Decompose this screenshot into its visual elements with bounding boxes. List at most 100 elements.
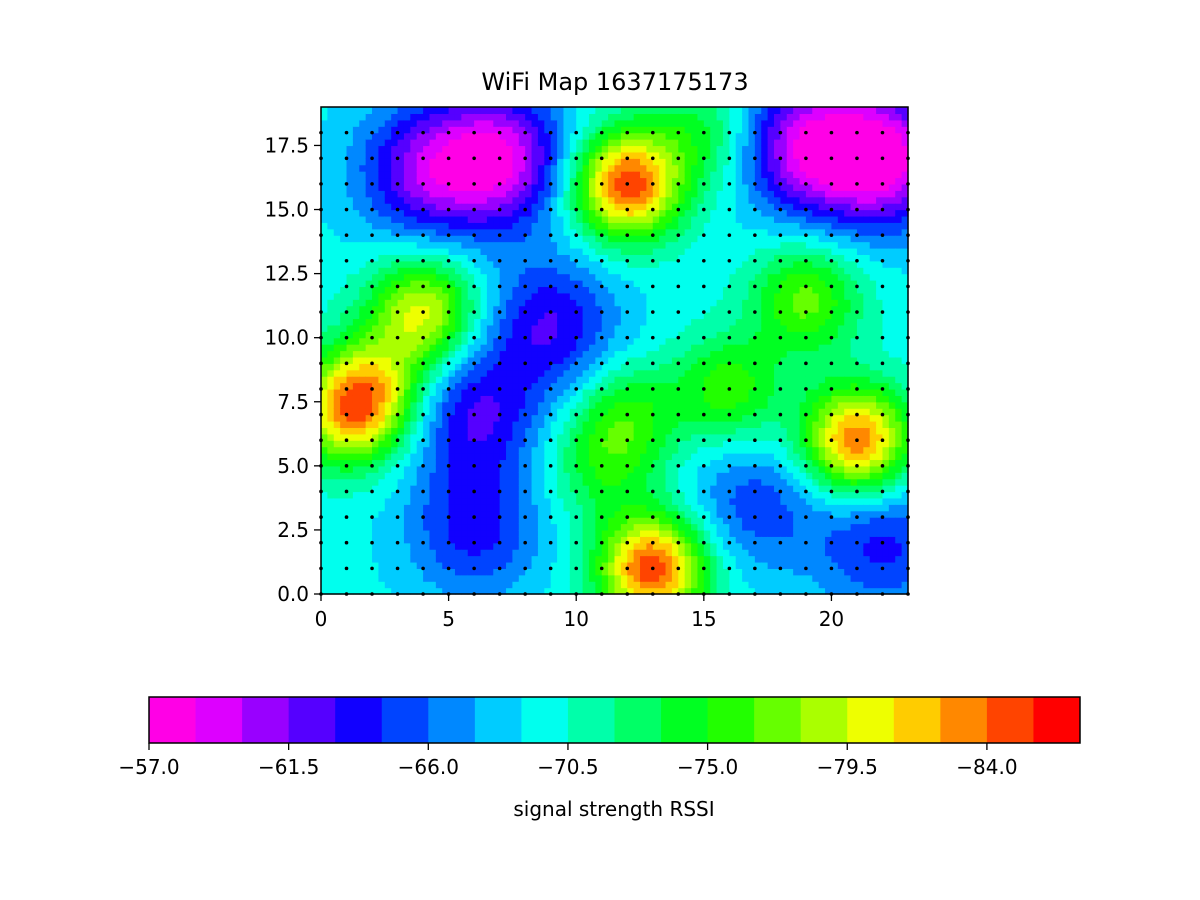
heatmap-cell (397, 453, 405, 461)
heatmap-cell (659, 215, 667, 223)
heatmap-cell (506, 273, 514, 281)
heatmap-cell (340, 267, 348, 275)
heatmap-cell (493, 529, 501, 537)
heatmap-cell (531, 241, 539, 249)
heatmap-cell (416, 555, 424, 563)
heatmap-cell (544, 164, 552, 172)
heatmap-cell (537, 151, 545, 159)
heatmap-cell (467, 574, 475, 582)
heatmap-cell (525, 222, 533, 230)
heatmap-cell (493, 536, 501, 544)
heatmap-cell (595, 312, 603, 320)
heatmap-cell (506, 254, 514, 262)
heatmap-cell (640, 235, 647, 243)
heatmap-cell (525, 203, 533, 211)
heatmap-cell (365, 183, 373, 191)
heatmap-cell (391, 472, 399, 480)
heatmap-cell (391, 510, 399, 518)
heatmap-cell (365, 280, 373, 288)
heatmap-cell (442, 549, 450, 557)
heatmap-cell (525, 305, 533, 313)
heatmap-cell (620, 408, 628, 416)
heatmap-cell (576, 587, 584, 595)
heatmap-cell (678, 158, 686, 166)
heatmap-cell (569, 497, 577, 505)
heatmap-cell (359, 305, 367, 313)
heatmap-cell (333, 529, 341, 537)
heatmap-cell (608, 312, 616, 320)
heatmap-cell (378, 587, 386, 595)
heatmap-cell (544, 497, 552, 505)
heatmap-cell (512, 568, 520, 576)
heatmap-cell (678, 472, 686, 480)
heatmap-cell (512, 465, 520, 473)
heatmap-cell (525, 241, 533, 249)
heatmap-cell (569, 215, 577, 223)
heatmap-cell (576, 228, 584, 236)
heatmap-cell (627, 312, 635, 320)
heatmap-cell (474, 177, 482, 185)
heatmap-cell (365, 215, 373, 223)
heatmap-cell (729, 568, 737, 576)
heatmap-cell (327, 247, 335, 255)
heatmap-cell (678, 388, 686, 396)
heatmap-cell (614, 286, 622, 294)
heatmap-cell (346, 363, 354, 371)
heatmap-cell (493, 247, 501, 255)
heatmap-cell (499, 555, 507, 563)
heatmap-cell (697, 203, 705, 211)
heatmap-cell (506, 209, 514, 217)
heatmap-cell (601, 587, 609, 595)
heatmap-cell (378, 337, 386, 345)
heatmap-cell (588, 280, 596, 288)
heatmap-cell (544, 113, 552, 121)
heatmap-cell (640, 472, 647, 480)
heatmap-cell (448, 510, 456, 518)
heatmap-cell (722, 574, 730, 582)
heatmap-cell (333, 408, 341, 416)
heatmap-cell (518, 382, 526, 390)
heatmap-cell (710, 465, 718, 473)
heatmap-cell (410, 517, 418, 525)
heatmap-cell (735, 318, 743, 326)
heatmap-cell (333, 171, 341, 179)
heatmap-cell (397, 241, 405, 249)
heatmap-cell (384, 536, 392, 544)
heatmap-cell (588, 222, 596, 230)
heatmap-cell (614, 241, 622, 249)
heatmap-cell (544, 440, 552, 448)
heatmap-cell (729, 574, 737, 582)
heatmap-cell (531, 433, 539, 441)
heatmap-cell (582, 420, 590, 428)
heatmap-cell (729, 523, 737, 531)
heatmap-cell (340, 247, 348, 255)
heatmap-cell (333, 228, 341, 236)
heatmap-cell (403, 113, 411, 121)
heatmap-cell (537, 414, 545, 422)
heatmap-cell (391, 427, 399, 435)
heatmap-cell (703, 536, 711, 544)
heatmap-cell (588, 382, 596, 390)
heatmap-cell (550, 401, 558, 409)
heatmap-cell (518, 555, 526, 563)
heatmap-cell (582, 273, 590, 281)
heatmap-cell (608, 107, 616, 115)
heatmap-cell (340, 241, 348, 249)
heatmap-cell (569, 401, 577, 409)
heatmap-cell (365, 132, 373, 140)
heatmap-cell (352, 414, 360, 422)
heatmap-cell (608, 190, 616, 198)
heatmap-cell (442, 119, 450, 127)
heatmap-cell (640, 273, 647, 281)
heatmap-cell (582, 433, 590, 441)
heatmap-cell (544, 510, 552, 518)
heatmap-cell (537, 299, 545, 307)
heatmap-cell (454, 517, 462, 525)
heatmap-cell (327, 183, 335, 191)
heatmap-cell (442, 164, 450, 172)
heatmap-cell (499, 209, 507, 217)
heatmap-cell (321, 427, 328, 435)
heatmap-cell (678, 549, 686, 557)
heatmap-cell (333, 555, 341, 563)
heatmap-cell (646, 196, 654, 204)
